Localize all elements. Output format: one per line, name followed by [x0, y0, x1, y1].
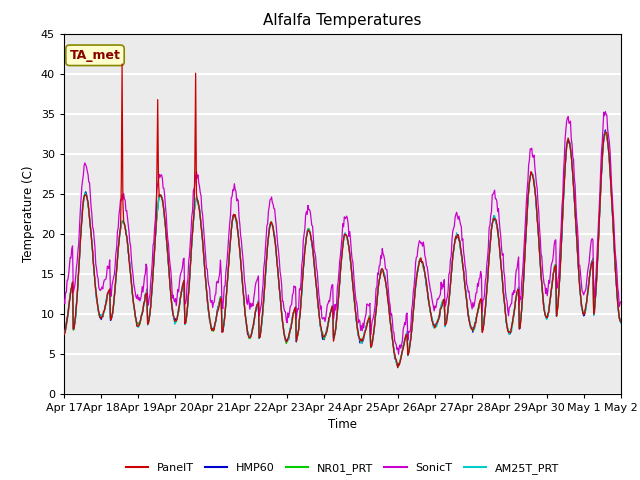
- Text: TA_met: TA_met: [70, 49, 120, 62]
- X-axis label: Time: Time: [328, 418, 357, 431]
- Y-axis label: Temperature (C): Temperature (C): [22, 165, 35, 262]
- Legend: PanelT, HMP60, NR01_PRT, SonicT, AM25T_PRT: PanelT, HMP60, NR01_PRT, SonicT, AM25T_P…: [122, 458, 563, 478]
- Title: Alfalfa Temperatures: Alfalfa Temperatures: [263, 13, 422, 28]
